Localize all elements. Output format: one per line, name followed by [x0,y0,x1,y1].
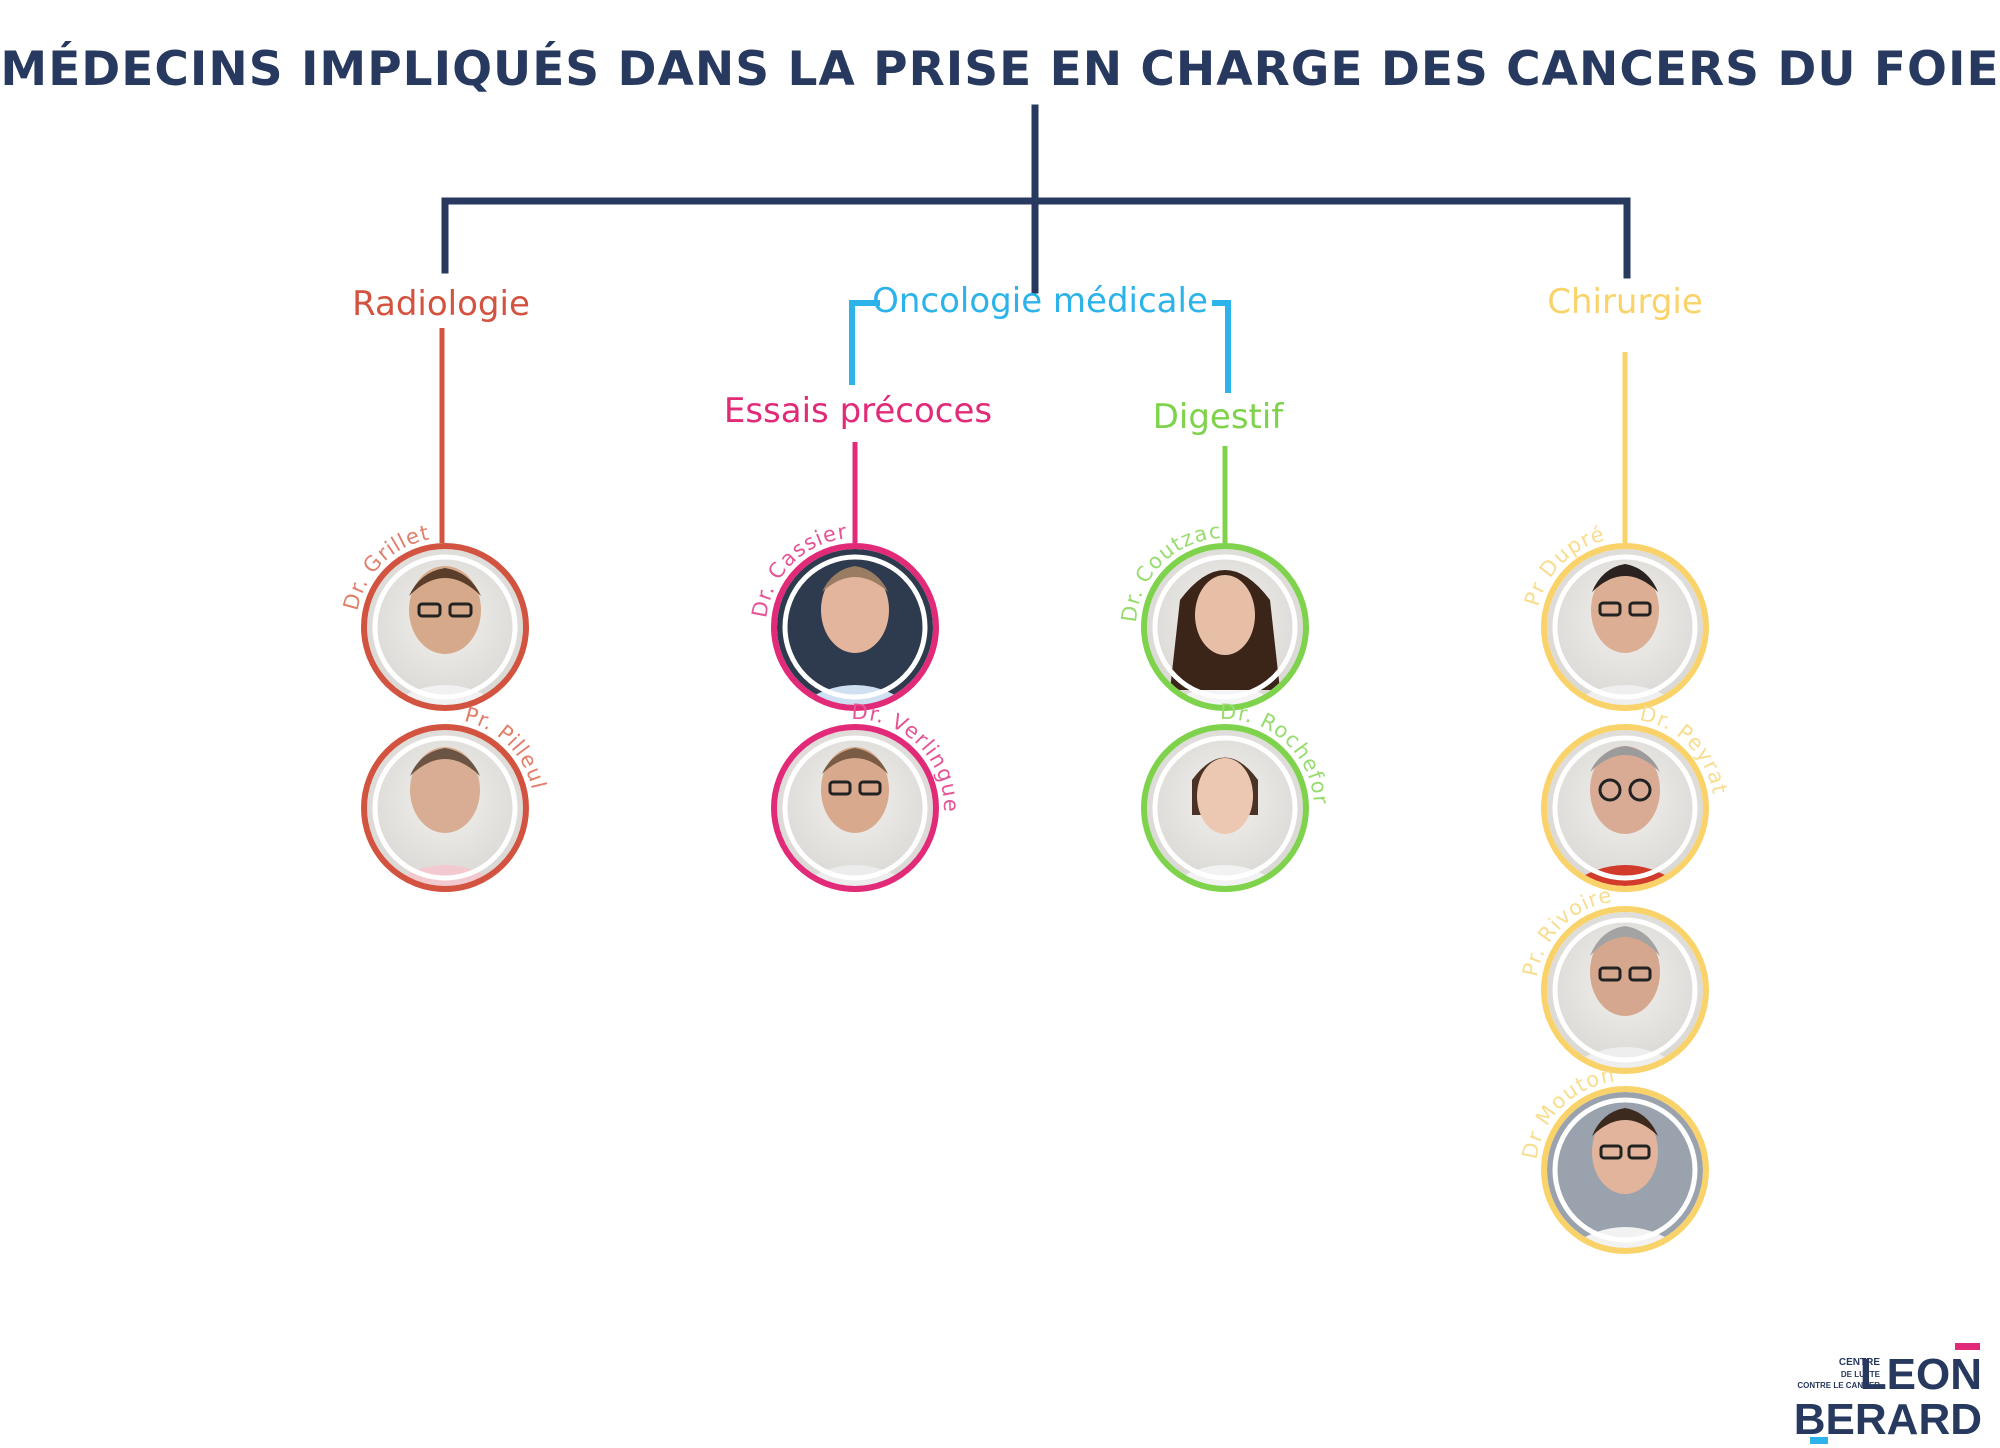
doctor-portrait-peyrat [1541,724,1709,892]
doctor-label-rochefort: Dr. Rochefort [0,0,1333,805]
doctor-portrait-rochefort [1141,724,1309,892]
oncologie-bracket-lines [849,300,1231,393]
doctor-portrait-coutzac [1141,543,1309,711]
dept-label-chirurgie: Chirurgie [1547,282,1703,322]
dept-label-essais: Essais précoces [724,391,992,431]
doctor-portrait-verlingue [771,724,939,892]
logo-line-centre: CENTRE [1839,1357,1880,1368]
doctor-portrait-grillet [361,543,529,711]
dept-label-oncologie: Oncologie médicale [872,281,1208,321]
dept-label-radiologie: Radiologie [352,284,530,324]
logo-line-de-lutte: DE LUTTE [1841,1370,1881,1379]
doctor-portrait-rivoire [1541,906,1709,1074]
logo-line-contre-le-cancer: CONTRE LE CANCER [1797,1381,1880,1390]
doctor-portrait-pilleul [361,724,529,892]
top-connector-lines [441,104,1631,294]
leon-berard-logo: CENTRE DE LUTTE CONTRE LE CANCER LEON BE… [1794,1343,1982,1444]
dept-label-digestif: Digestif [1153,397,1285,437]
logo-word-berard: BERARD [1794,1395,1982,1444]
doctor-portrait-mouton [1541,1086,1709,1254]
doctor-portrait-cassier [771,543,939,711]
diagram-title: MÉDECINS IMPLIQUÉS DANS LA PRISE EN CHAR… [0,42,1999,97]
doctor-portrait-dupre [1541,543,1709,711]
logo-word-leon: LEON [1860,1350,1982,1399]
